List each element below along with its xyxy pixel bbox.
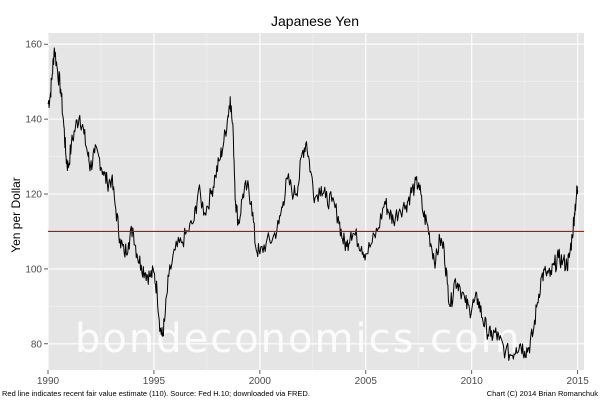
major-gridlines <box>47 33 584 370</box>
watermark: bondeconomics.com <box>75 316 522 362</box>
x-tick-label: 1990 <box>37 376 60 387</box>
series-line <box>47 47 579 361</box>
y-tick-label: 160 <box>25 40 42 51</box>
y-axis: 80 100 120 140 160 <box>25 40 48 350</box>
x-tick-label: 1995 <box>143 376 166 387</box>
series-layer <box>47 47 579 361</box>
x-tick-label: 2000 <box>249 376 272 387</box>
y-tick-label: 100 <box>25 264 42 275</box>
plot-panel <box>48 33 584 370</box>
x-tick-label: 2010 <box>461 376 484 387</box>
y-tick-label: 120 <box>25 190 42 201</box>
y-tick-label: 80 <box>31 339 43 350</box>
footnote-source: Red line indicates recent fair value est… <box>2 389 310 398</box>
footnote-copyright: Chart (C) 2014 Brian Romanchuk <box>487 389 599 398</box>
x-axis: 1990 1995 2000 2005 2010 2015 <box>37 370 589 387</box>
y-axis-title: Yen per Dollar <box>9 177 23 253</box>
chart-title: Japanese Yen <box>271 13 359 29</box>
x-tick-label: 2015 <box>567 376 590 387</box>
y-tick-label: 140 <box>25 115 42 126</box>
x-tick-label: 2005 <box>355 376 378 387</box>
